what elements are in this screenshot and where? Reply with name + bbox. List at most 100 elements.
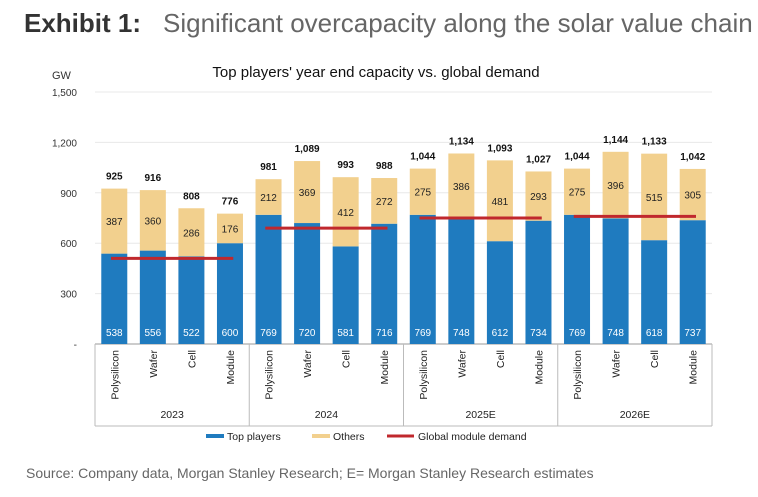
y-tick-label: 900 [60,189,77,200]
data-label-others: 369 [299,188,316,199]
data-label-top-players: 737 [684,328,701,339]
data-label-others: 412 [337,208,354,219]
bar-top-players [448,218,475,344]
data-label-top-players: 716 [376,328,393,339]
x-tick-label: Wafer [302,350,314,378]
data-label-others: 275 [414,188,431,199]
bar-others [525,171,552,221]
x-tick-label: Wafer [611,350,623,378]
data-label-others: 481 [492,197,509,208]
data-label-others: 305 [684,191,701,202]
bar-others [216,213,243,244]
x-tick-label: Cell [341,350,353,368]
bar-others [101,188,128,254]
bar-top-players [371,223,398,344]
data-label-top-players: 522 [183,328,200,339]
data-label-others: 176 [222,224,239,235]
data-label-top-players: 769 [260,328,277,339]
x-tick-label: Polysilicon [572,350,584,400]
bar-others [255,179,282,215]
source-note: Source: Company data, Morgan Stanley Res… [26,465,594,481]
data-label-top-players: 734 [530,328,547,339]
data-label-top-players: 600 [222,328,239,339]
exhibit-title: Exhibit 1: Significant overcapacity along… [24,8,753,39]
bar-top-players [679,220,706,344]
legend-label-others: Others [333,431,365,443]
data-label-top-players: 769 [569,328,586,339]
x-tick-label: Module [379,350,391,385]
bar-others [139,190,166,251]
data-label-total: 993 [337,160,354,171]
data-label-total: 1,093 [487,143,512,154]
y-tick-label: 1,200 [52,138,77,149]
y-tick-label: - [74,340,77,351]
legend-label-demand: Global module demand [418,431,527,443]
x-tick-label: Wafer [148,350,160,378]
bar-top-players [178,256,205,344]
legend-label-top-players: Top players [227,431,281,443]
bar-top-players [255,214,282,344]
bar-others [448,153,475,219]
bar-others [679,168,706,221]
bar-others [486,160,513,242]
data-label-total: 981 [260,162,277,173]
bar-others [294,161,321,224]
bar-top-players [294,223,321,344]
bar-top-players [641,240,668,344]
data-label-others: 293 [530,192,547,203]
group-label: 2023 [160,409,184,421]
data-label-total: 808 [183,191,200,202]
legend-swatch-top-players [206,434,224,438]
data-label-total: 1,089 [295,144,320,155]
legend-swatch-others [312,434,330,438]
y-tick-label: 1,500 [52,88,77,99]
data-label-others: 275 [569,188,586,199]
exhibit-heading: Significant overcapacity along the solar… [163,8,753,38]
x-tick-label: Polysilicon [264,350,276,400]
bar-top-players [486,241,513,344]
data-label-others: 387 [106,217,123,228]
data-label-top-players: 748 [453,328,470,339]
exhibit-label: Exhibit 1: [24,8,142,38]
data-label-top-players: 748 [607,328,624,339]
data-label-total: 1,044 [565,152,590,163]
data-label-others: 515 [646,193,663,204]
data-label-top-players: 618 [646,328,663,339]
data-label-top-players: 538 [106,328,123,339]
data-label-total: 1,027 [526,154,551,165]
bar-top-players [216,243,243,344]
bar-others [332,177,359,247]
data-label-total: 1,134 [449,136,474,147]
data-label-total: 988 [376,161,393,172]
data-label-top-players: 769 [414,328,431,339]
bar-others [409,168,436,215]
x-tick-label: Module [225,350,237,385]
bar-others [564,168,591,215]
x-tick-label: Cell [495,350,507,368]
data-label-top-players: 581 [337,328,354,339]
data-label-total: 925 [106,172,123,183]
bar-others [602,151,629,219]
y-tick-label: 300 [60,290,77,301]
data-label-top-players: 556 [145,328,162,339]
capacity-chart: Top players' year end capacity vs. globa… [52,64,713,443]
x-tick-label: Cell [186,350,198,368]
x-tick-label: Polysilicon [418,350,430,400]
data-label-others: 212 [260,193,277,204]
group-label: 2025E [465,409,495,421]
data-label-others: 272 [376,197,393,208]
bar-top-players [564,214,591,344]
x-tick-label: Wafer [456,350,468,378]
group-label: 2026E [620,409,650,421]
group-label: 2024 [315,409,339,421]
x-tick-label: Module [688,350,700,385]
data-label-others: 360 [145,216,162,227]
chart-title: Top players' year end capacity vs. globa… [212,64,539,81]
data-label-total: 1,042 [680,152,705,163]
bar-others [371,178,398,224]
y-tick-label: 600 [60,239,77,250]
data-label-others: 396 [607,181,624,192]
x-tick-label: Module [533,350,545,385]
y-axis-label: GW [52,70,72,82]
bar-others [178,208,205,257]
